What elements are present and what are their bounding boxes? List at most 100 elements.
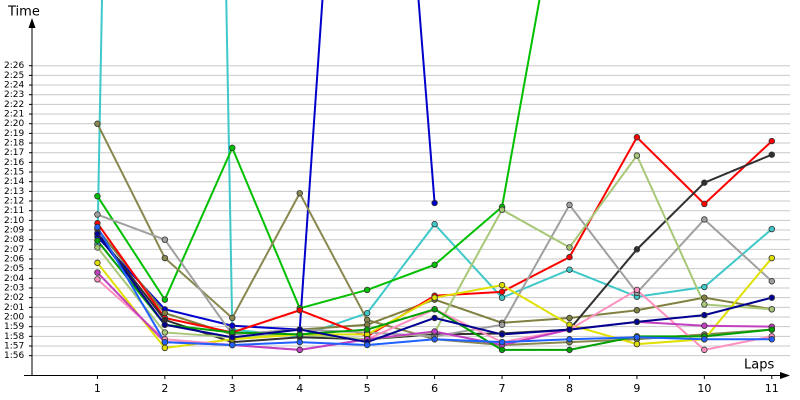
y-tick-label: 2:15 [4,168,24,178]
data-point [94,223,101,231]
x-tick-label: 9 [633,382,640,395]
data-point [161,254,169,262]
data-point [94,211,101,218]
data-point [431,199,438,207]
data-point [701,301,708,308]
x-tick-label: 8 [566,382,573,395]
y-tick-label: 1:58 [4,332,24,342]
data-point [363,326,371,333]
data-point [768,306,775,313]
y-tick-label: 2:17 [4,148,24,158]
y-tick-label: 2:16 [4,158,24,168]
data-point [633,134,641,141]
y-tick-label: 2:08 [4,235,24,245]
y-tick-label: 2:00 [4,313,24,323]
data-point [296,326,303,333]
series-line [96,0,436,331]
data-point [701,200,708,208]
data-point [363,341,371,349]
y-tick-label: 2:24 [4,81,24,91]
y-tick-label: 2:22 [4,100,24,110]
data-point [498,331,506,338]
x-axis-arrow [780,372,790,379]
data-point [566,253,573,261]
data-point [431,261,438,269]
data-point [768,336,775,343]
y-tick-label: 2:12 [4,197,24,207]
data-point [768,326,775,333]
data-point [431,336,438,343]
x-tick-label: 1 [94,382,101,395]
y-axis-arrow [28,18,36,28]
y-tick-label: 2:20 [4,119,24,129]
y-tick-label: 2:13 [4,187,24,197]
data-point [161,344,169,352]
series [94,0,775,354]
y-tick-label: 2:11 [4,206,24,216]
series-line [96,153,773,344]
y-tick-label: 2:09 [4,226,24,236]
data-point [94,269,101,276]
y-tick-label: 1:59 [4,322,24,332]
data-point [161,321,169,328]
data-point [566,266,573,273]
data-point [94,192,101,200]
y-tick-label: 2:25 [4,71,24,81]
y-tick-label: 2:10 [4,216,24,226]
y-tick-label: 2:21 [4,110,24,120]
y-tick-label: 2:04 [4,274,24,284]
data-point [94,120,101,127]
y-tick-label: 2:14 [4,177,24,187]
data-point [566,244,573,251]
x-tick-label: 11 [765,382,779,395]
data-point [768,254,775,262]
data-point [161,338,169,346]
y-tick-label: 1:56 [4,351,24,361]
x-tick-label: 4 [296,382,303,395]
data-point [431,221,438,228]
data-point [768,137,775,145]
y-tick-label: 2:01 [4,303,24,313]
data-point [566,336,573,343]
data-point [701,336,708,343]
y-tick-label: 2:07 [4,245,24,255]
data-point [296,338,303,346]
data-point [701,216,708,223]
data-point [633,246,641,253]
data-point [701,322,708,329]
x-tick-label: 3 [229,382,236,395]
data-point [498,294,506,301]
data-point [161,296,169,303]
x-tick-label: 10 [697,382,711,395]
data-point [633,334,641,341]
data-point [229,341,236,349]
data-point [768,225,775,233]
data-point [94,244,101,251]
data-point [768,294,775,301]
data-point [94,259,101,267]
data-point [296,190,303,197]
data-point [363,309,371,317]
y-tick-label: 2:18 [4,139,24,149]
x-tick-label: 2 [161,382,168,395]
data-point [566,314,573,322]
data-point [498,288,506,296]
y-tick-label: 2:02 [4,293,24,303]
data-point [94,237,101,244]
data-point [94,230,101,238]
data-point [633,286,641,294]
data-point [229,334,236,341]
y-tick-label: 2:06 [4,255,24,265]
ticks: 1:561:571:581:592:002:012:022:032:042:05… [4,61,779,395]
x-tick-label: 6 [431,382,438,395]
data-point [566,346,573,354]
x-tick-label: 7 [499,382,506,395]
data-point [498,346,506,354]
data-point [633,318,641,326]
data-point [229,322,236,329]
y-tick-label: 2:05 [4,264,24,274]
data-point [431,306,438,313]
y-tick-label: 2:03 [4,284,24,294]
y-tick-label: 1:57 [4,342,24,352]
